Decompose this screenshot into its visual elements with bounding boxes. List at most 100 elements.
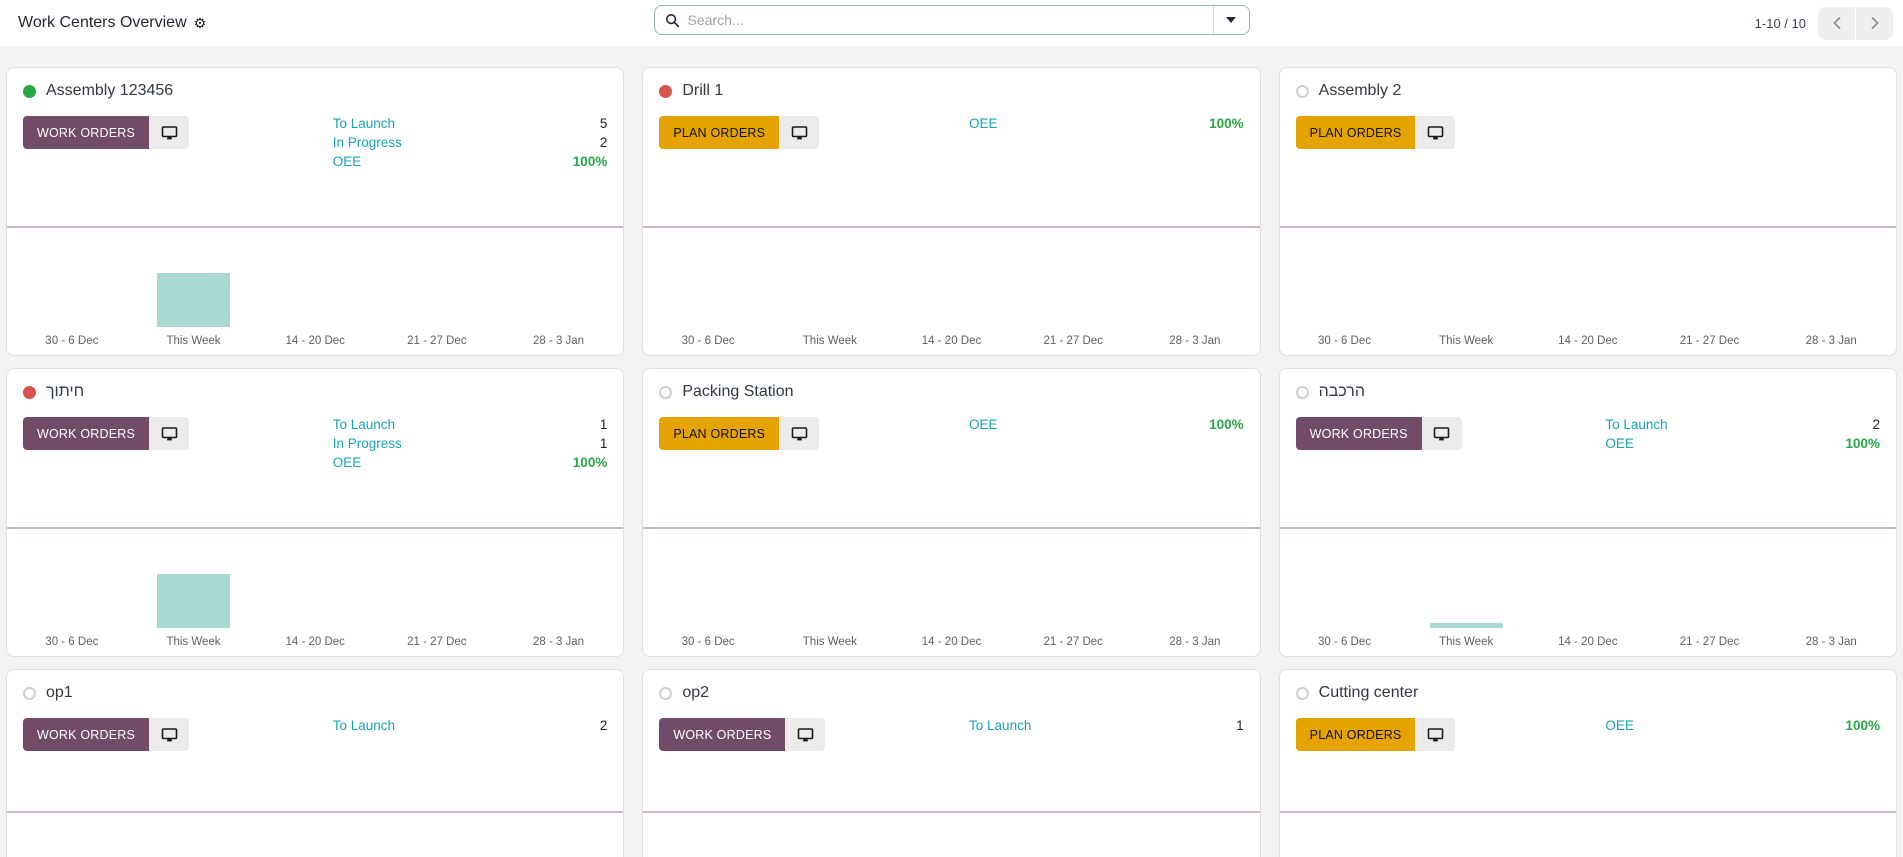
stat-label[interactable]: OEE <box>969 417 998 432</box>
chart-column <box>11 234 133 327</box>
stats-panel: To Launch 1 <box>969 718 1244 733</box>
stat-label[interactable]: OEE <box>1605 436 1634 451</box>
chart-bar <box>157 273 230 327</box>
chart-column <box>1405 535 1527 628</box>
stat-row: To Launch 2 <box>1605 417 1880 432</box>
stat-value: 100% <box>1845 718 1880 733</box>
chart-tick-label: 21 - 27 Dec <box>1679 335 1740 347</box>
work-orders-button[interactable]: WORK ORDERS <box>23 417 150 450</box>
status-dot-gray[interactable] <box>1295 84 1309 98</box>
card-divider <box>1279 527 1896 529</box>
chart-tick-label: 21 - 27 Dec <box>1679 636 1740 648</box>
action-button-group: PLAN ORDERS <box>659 417 820 450</box>
chart-tick-label: 30 - 6 Dec <box>1317 636 1372 648</box>
chart-plot <box>643 813 1259 857</box>
work-center-display-button[interactable] <box>779 116 820 149</box>
stat-label[interactable]: In Progress <box>332 135 402 150</box>
stat-label[interactable]: To Launch <box>969 718 1032 733</box>
stat-label[interactable]: OEE <box>1605 718 1634 733</box>
work-center-grid: Assembly 123456 WORK ORDERS To Launch 5 In P… <box>6 67 1897 857</box>
chart-plot <box>643 228 1259 327</box>
status-dot-gray[interactable] <box>1295 385 1309 399</box>
chart-column <box>133 234 255 327</box>
work-orders-button[interactable]: WORK ORDERS <box>23 718 150 751</box>
stat-label[interactable]: OEE <box>969 116 998 131</box>
chart-column <box>498 234 620 327</box>
chart-tick-label: This Week <box>802 335 857 347</box>
pager-range[interactable]: 1-10 / 10 <box>1754 15 1806 31</box>
stat-row: To Launch 2 <box>333 718 608 733</box>
stat-value: 100% <box>572 455 608 470</box>
status-dot-green[interactable] <box>23 84 36 98</box>
work-orders-button[interactable]: WORK ORDERS <box>659 718 786 751</box>
stat-label[interactable]: To Launch <box>1605 417 1668 432</box>
chart-tick-label: 14 - 20 Dec <box>921 636 982 648</box>
search-input[interactable] <box>687 12 1203 28</box>
work-center-display-button[interactable] <box>1415 718 1456 751</box>
chart-column <box>1527 819 1649 857</box>
chart-tick-label: 30 - 6 Dec <box>681 335 735 347</box>
search-dropdown-toggle[interactable] <box>1212 6 1249 34</box>
chart-column <box>769 234 891 327</box>
chart-ticks: 30 - 6 Dec This Week 14 - 20 Dec 21 - 27 De… <box>1280 327 1896 355</box>
chart-tick-label: 28 - 3 Jan <box>532 335 585 347</box>
chart-tick-label: 14 - 20 Dec <box>285 335 345 347</box>
action-button-group: PLAN ORDERS <box>1295 718 1456 751</box>
work-orders-button[interactable]: WORK ORDERS <box>1295 417 1422 450</box>
gear-icon[interactable]: ⚙ <box>193 15 207 31</box>
chart-column <box>11 819 133 857</box>
workload-chart: 30 - 6 Dec This Week 14 - 20 Dec 21 - 27 De… <box>7 228 623 355</box>
status-dot-gray[interactable] <box>23 686 36 700</box>
workload-chart: 30 - 6 Dec This Week 14 - 20 Dec 21 - 27 De… <box>1280 529 1896 656</box>
work-center-display-button[interactable] <box>785 718 826 751</box>
card-divider <box>7 811 624 813</box>
chart-column <box>891 234 1013 327</box>
stat-label[interactable]: To Launch <box>332 116 396 131</box>
plan-orders-button[interactable]: PLAN ORDERS <box>1295 718 1416 751</box>
chart-column <box>647 819 769 857</box>
work-center-display-button[interactable] <box>1421 417 1462 450</box>
stat-row: To Launch 1 <box>333 417 608 432</box>
card-body: PLAN ORDERS OEE 100% <box>659 116 1244 149</box>
card-top: op2 WORK ORDERS To Launch 1 <box>643 670 1259 811</box>
stat-label[interactable]: OEE <box>332 455 362 470</box>
stat-label[interactable]: To Launch <box>332 718 396 733</box>
work-center-display-button[interactable] <box>149 116 190 149</box>
status-dot-red[interactable] <box>23 385 36 399</box>
stat-label[interactable]: To Launch <box>332 417 396 432</box>
chart-column <box>1649 535 1771 628</box>
stat-row: OEE 100% <box>333 154 608 169</box>
work-center-name: op1 <box>46 684 73 701</box>
stat-value: 1 <box>1236 718 1244 733</box>
pager-prev-button[interactable] <box>1818 6 1855 40</box>
stat-value: 1 <box>599 417 608 432</box>
work-center-display-button[interactable] <box>149 718 190 751</box>
pager-next-button[interactable] <box>1856 6 1893 40</box>
work-orders-button[interactable]: WORK ORDERS <box>23 116 150 149</box>
card-top: Cutting center PLAN ORDERS OEE 100% <box>1280 670 1896 811</box>
status-dot-red[interactable] <box>659 84 673 98</box>
stats-panel: OEE 100% <box>1605 718 1880 733</box>
workload-chart: 30 - 6 Dec This Week 14 - 20 Dec 21 - 27 De… <box>1280 228 1896 355</box>
plan-orders-button[interactable]: PLAN ORDERS <box>659 116 780 149</box>
work-center-display-button[interactable] <box>779 417 820 450</box>
status-dot-gray[interactable] <box>659 385 673 399</box>
stat-value: 100% <box>1209 116 1244 131</box>
pager-buttons <box>1818 6 1893 40</box>
stat-label[interactable]: In Progress <box>332 436 402 451</box>
card-body: WORK ORDERS To Launch 1 <box>659 718 1244 751</box>
plan-orders-button[interactable]: PLAN ORDERS <box>1295 116 1416 149</box>
work-center-card: הרכבה WORK ORDERS To Launch 2 OEE 100% 30 - 6 … <box>1278 368 1897 657</box>
stat-label[interactable]: OEE <box>332 154 362 169</box>
status-dot-gray[interactable] <box>1295 686 1309 700</box>
work-center-card: Packing Station PLAN ORDERS OEE 100% 30 - 6 … <box>642 368 1261 657</box>
status-dot-gray[interactable] <box>659 686 673 700</box>
work-center-display-button[interactable] <box>149 417 190 450</box>
work-center-display-button[interactable] <box>1415 116 1456 149</box>
chart-plot <box>1280 529 1896 628</box>
plan-orders-button[interactable]: PLAN ORDERS <box>659 417 780 450</box>
chart-column <box>254 234 376 327</box>
card-body: PLAN ORDERS <box>1295 116 1880 149</box>
chart-column <box>1649 234 1771 327</box>
monitor-icon <box>161 727 177 741</box>
